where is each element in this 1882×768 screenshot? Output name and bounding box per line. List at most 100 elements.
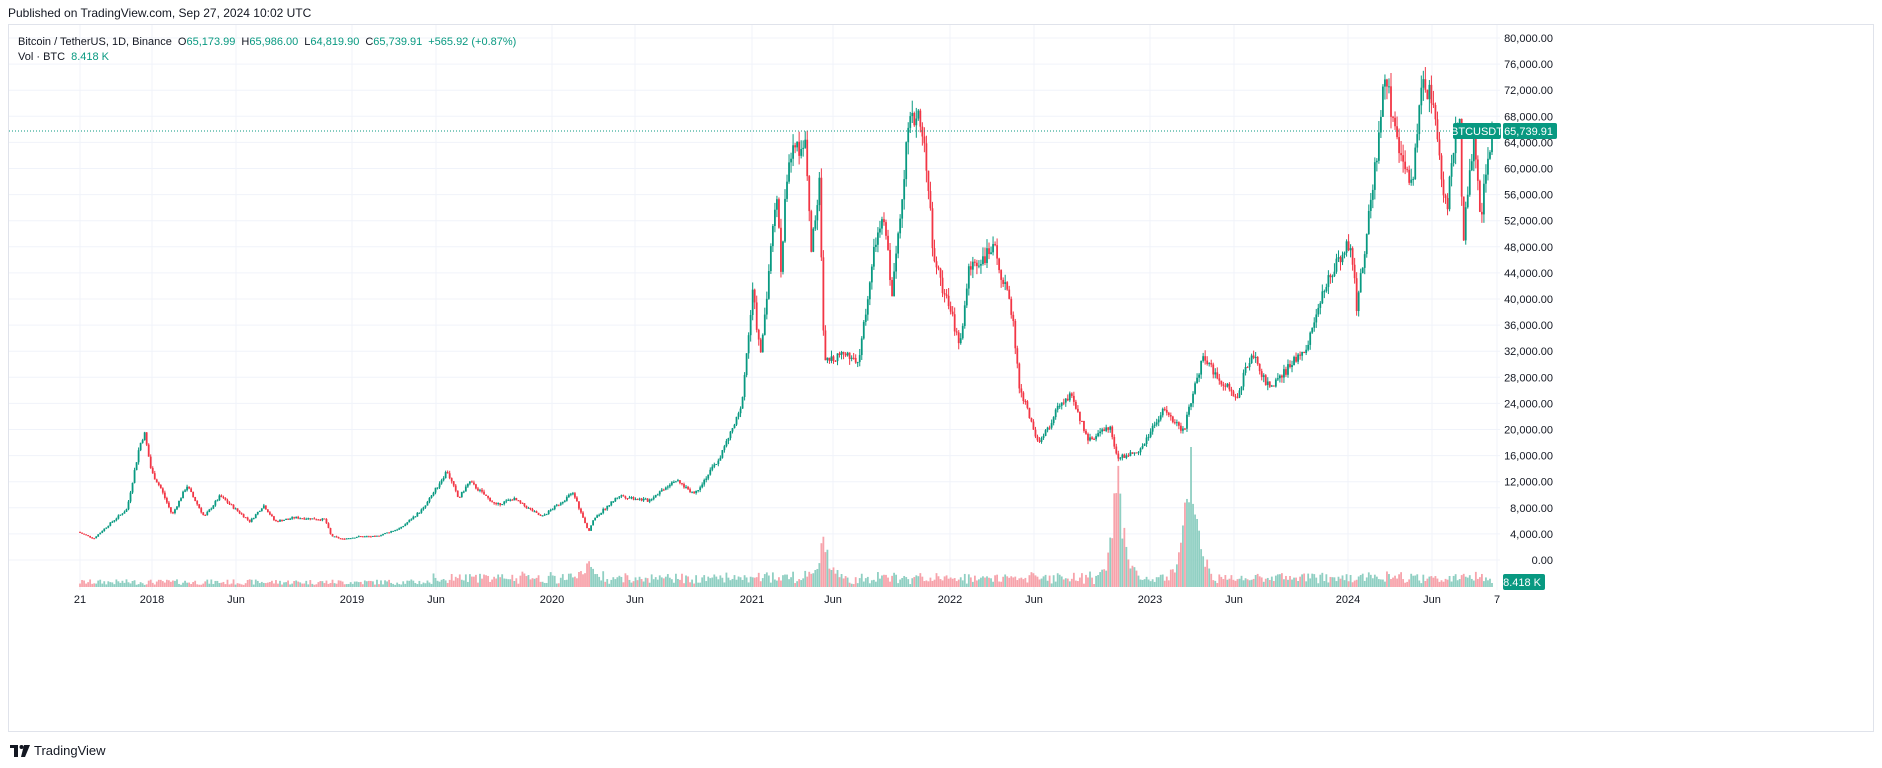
volume-bar — [198, 584, 201, 587]
volume-bar — [416, 584, 419, 587]
candle-body — [323, 518, 326, 520]
candle-body — [519, 500, 522, 503]
candle-body — [1357, 292, 1360, 312]
volume-bar — [1394, 575, 1396, 587]
volume-bar — [111, 582, 114, 587]
volume-bar — [539, 581, 542, 587]
candle-body — [1157, 419, 1160, 423]
candle-body — [909, 116, 912, 128]
volume-bar — [390, 582, 392, 587]
candle-body — [1414, 147, 1417, 179]
candle-body — [664, 487, 667, 490]
volume-bar — [107, 581, 110, 587]
candle-body — [951, 311, 954, 315]
volume-bar — [1462, 573, 1465, 587]
candle-body — [654, 495, 657, 498]
candle-body — [454, 485, 457, 491]
candle-body — [1066, 398, 1069, 401]
candle-body — [820, 177, 823, 258]
candle-body — [1087, 433, 1089, 441]
volume-bar — [1040, 578, 1043, 587]
volume-bar — [1281, 573, 1283, 587]
tradingview-footer[interactable]: TradingView — [10, 743, 106, 758]
candle-body — [491, 501, 493, 503]
volume-bar — [1317, 583, 1320, 587]
candle-body — [430, 495, 433, 498]
candle-body — [283, 519, 285, 521]
candle-body — [814, 220, 817, 229]
volume-bar — [1331, 577, 1334, 587]
volume-bar — [1418, 580, 1421, 587]
candle-body — [1089, 437, 1091, 441]
volume-bar — [305, 580, 308, 587]
candle-body — [299, 518, 302, 520]
candle-body — [602, 508, 605, 513]
change-value: +565.92 (+0.87%) — [428, 36, 517, 48]
volume-bar — [1119, 493, 1122, 587]
volume-bar — [850, 583, 853, 587]
x-tick-label: Jun — [1423, 594, 1441, 606]
volume-bar — [222, 581, 225, 587]
volume-legend-row[interactable]: Vol · BTC 8.418 K — [18, 50, 516, 65]
volume-bar — [735, 579, 738, 587]
y-tick-label: 44,000.00 — [1504, 268, 1553, 280]
low-value: 64,819.90 — [310, 36, 360, 48]
candle-body — [1232, 391, 1235, 397]
volume-bar — [1048, 575, 1051, 587]
candle-body — [145, 432, 148, 445]
volume-bar — [180, 584, 182, 587]
volume-bar — [1337, 576, 1340, 587]
candle-body — [691, 491, 693, 493]
candle-body — [394, 530, 397, 532]
volume-bar — [1254, 575, 1257, 587]
candle-body — [743, 375, 746, 397]
candle-body — [1339, 257, 1342, 263]
candle-body — [705, 478, 708, 480]
volume-bar — [1279, 574, 1281, 587]
volume-bar — [691, 579, 693, 587]
candle-body — [976, 262, 978, 267]
volume-bar — [1297, 581, 1299, 587]
volume-bar — [1131, 565, 1134, 587]
candle-body — [376, 535, 378, 537]
volume-bar — [424, 583, 427, 587]
volume-bar — [604, 581, 607, 587]
candle-body — [85, 534, 87, 536]
candle-body — [503, 501, 506, 504]
time-axis[interactable]: 21 2018 Jun 2019 Jun 2020 Jun 2021 Jun 2022 Jun 202… — [74, 594, 1500, 606]
candle-body — [1394, 117, 1396, 127]
candle-body — [1474, 136, 1477, 160]
volume-bar — [301, 583, 304, 587]
volume-bar — [279, 580, 281, 587]
candle-body — [1216, 372, 1219, 379]
candle-body — [190, 488, 193, 492]
candle-body — [1452, 153, 1455, 164]
candle-body — [210, 508, 213, 510]
volume-bar — [836, 570, 839, 587]
volume-bar — [569, 573, 572, 587]
candle-body — [139, 442, 142, 451]
candle-body — [246, 517, 249, 520]
volume-bar — [1327, 582, 1330, 587]
candle-body — [1485, 174, 1487, 184]
candle-body — [262, 505, 265, 509]
candle-body — [1238, 390, 1241, 398]
volume-bar — [670, 579, 673, 587]
chart-frame[interactable] — [8, 24, 1874, 732]
volume-bar — [273, 583, 275, 587]
candle-body — [973, 261, 976, 263]
candle-body — [380, 535, 382, 537]
candle-body — [1333, 271, 1336, 277]
volume-bar — [1139, 579, 1142, 587]
symbol-legend-row[interactable]: Bitcoin / TetherUS, 1D, Binance O 65,173.… — [18, 35, 516, 50]
candle-body — [295, 516, 298, 519]
volume-bar — [820, 543, 823, 587]
candle-body — [422, 507, 425, 510]
volume-bar — [341, 581, 344, 587]
volume-bar — [767, 575, 770, 587]
price-axis[interactable]: 80,000.00 76,000.00 72,000.00 68,000.00 64,0… — [1504, 33, 1553, 567]
volume-bar — [606, 579, 609, 587]
volume-bar — [1444, 578, 1447, 587]
candle-body — [935, 261, 938, 268]
